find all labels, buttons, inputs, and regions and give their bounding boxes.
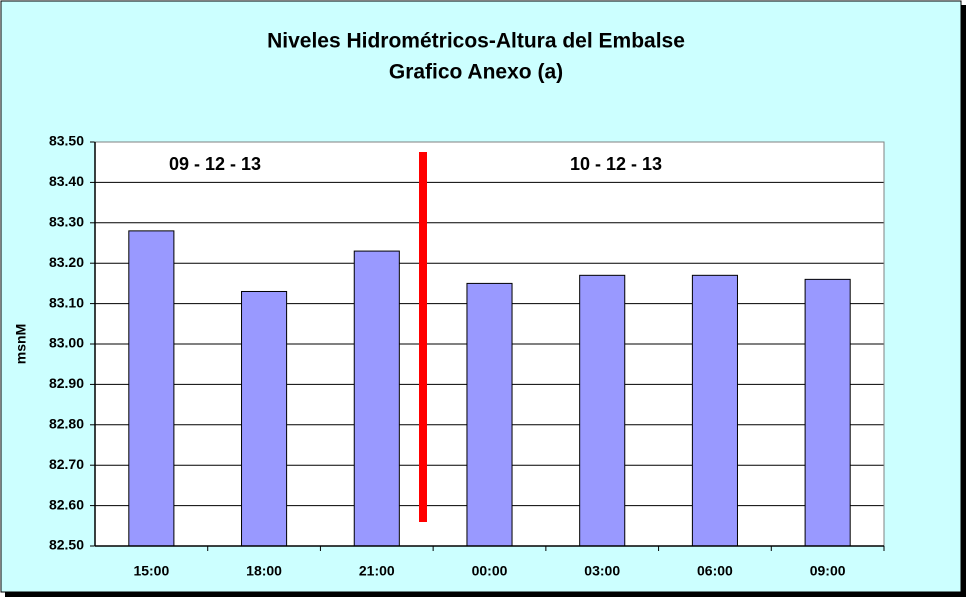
x-tick-label: 09:00 <box>810 563 846 579</box>
y-tick-label: 82.80 <box>49 416 84 432</box>
x-tick-label: 00:00 <box>472 563 508 579</box>
y-tick-label: 82.70 <box>49 456 84 472</box>
bar <box>691 274 738 547</box>
y-tick-label: 83.50 <box>49 133 84 149</box>
y-tick-label: 83.40 <box>49 173 84 189</box>
bar <box>466 282 513 547</box>
x-tick-label: 03:00 <box>584 563 620 579</box>
y-tick-label: 82.60 <box>49 496 84 512</box>
x-tick-label: 18:00 <box>246 563 282 579</box>
y-tick-label: 82.90 <box>49 375 84 391</box>
y-axis-label: msnM <box>13 324 29 364</box>
y-tick-label: 83.30 <box>49 214 84 230</box>
bar <box>128 230 175 547</box>
date-annotation: 10 - 12 - 13 <box>570 154 662 174</box>
y-tick-label: 83.10 <box>49 294 84 310</box>
y-tick-label: 83.00 <box>49 335 84 351</box>
bar <box>804 278 851 547</box>
bar <box>579 274 626 547</box>
bar <box>241 290 288 547</box>
x-tick-label: 15:00 <box>133 563 169 579</box>
x-tick-label: 21:00 <box>359 563 395 579</box>
chart-subtitle: Grafico Anexo (a) <box>389 61 563 84</box>
bar <box>353 250 400 547</box>
x-tick-label: 06:00 <box>697 563 733 579</box>
y-tick-label: 83.20 <box>49 254 84 270</box>
y-tick-label: 82.50 <box>49 537 84 553</box>
chart-title: Niveles Hidrométricos-Altura del Embalse <box>267 30 685 53</box>
date-annotation: 09 - 12 - 13 <box>169 154 261 174</box>
